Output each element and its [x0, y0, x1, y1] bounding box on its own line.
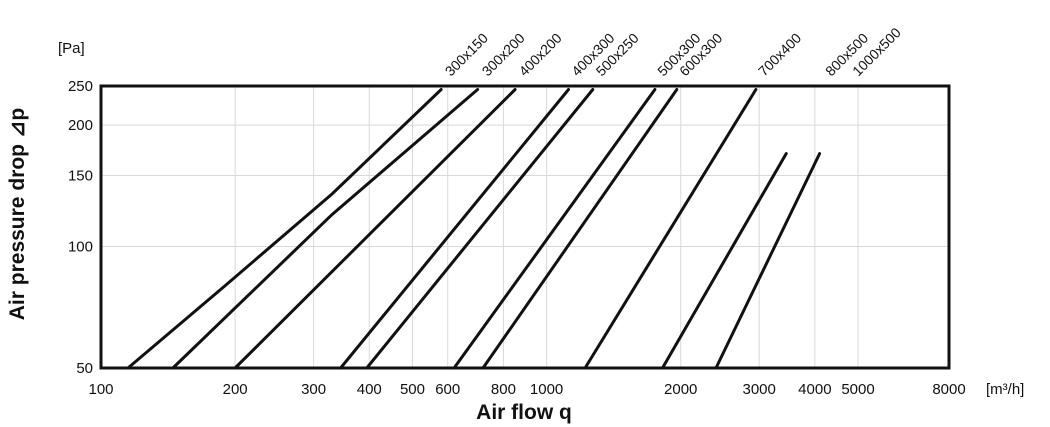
series-label-700x400: 700x400	[755, 30, 804, 79]
series-line-300x200	[171, 88, 480, 370]
plot-frame	[99, 84, 951, 370]
series-line-500x300	[452, 88, 657, 370]
series-line-1000x500	[714, 152, 822, 370]
x-tick-label: 800	[491, 381, 516, 398]
x-tick-label: 3000	[743, 381, 776, 398]
series-group	[126, 88, 822, 370]
x-unit-label: [m³/h]	[986, 381, 1024, 398]
series-line-400x300	[339, 88, 570, 370]
y-tick-labels: 50 100 150 200 250	[68, 78, 93, 377]
series-line-500x250	[365, 88, 595, 370]
y-tick-label: 100	[68, 239, 93, 256]
x-tick-label: 600	[435, 381, 460, 398]
x-tick-labels: 100 200 300 400 500 600 800 1000 2000 3000 4000 500…	[88, 381, 965, 398]
y-tick-label: 200	[68, 117, 93, 134]
series-line-800x500	[661, 152, 788, 370]
x-tick-label: 8000	[932, 381, 965, 398]
grid	[100, 85, 950, 369]
y-axis-title: Air pressure drop ⊿p	[6, 108, 29, 320]
x-tick-label: 500	[400, 381, 425, 398]
x-tick-label: 100	[88, 381, 113, 398]
x-tick-label: 5000	[841, 381, 874, 398]
x-tick-label: 200	[223, 381, 248, 398]
y-tick-label: 50	[76, 360, 93, 377]
series-line-700x400	[583, 88, 758, 370]
x-tick-label: 400	[357, 381, 382, 398]
x-tick-label: 1000	[530, 381, 563, 398]
x-axis-title: Air flow q	[476, 401, 572, 424]
series-line-600x300	[481, 88, 679, 370]
series-line-300x150	[126, 88, 443, 370]
x-tick-label: 300	[301, 381, 326, 398]
series-line-400x200	[233, 88, 517, 370]
y-unit-label: [Pa]	[58, 40, 85, 57]
x-tick-label: 2000	[664, 381, 697, 398]
y-tick-label: 250	[68, 78, 93, 95]
x-tick-label: 4000	[798, 381, 831, 398]
y-tick-label: 150	[68, 168, 93, 185]
